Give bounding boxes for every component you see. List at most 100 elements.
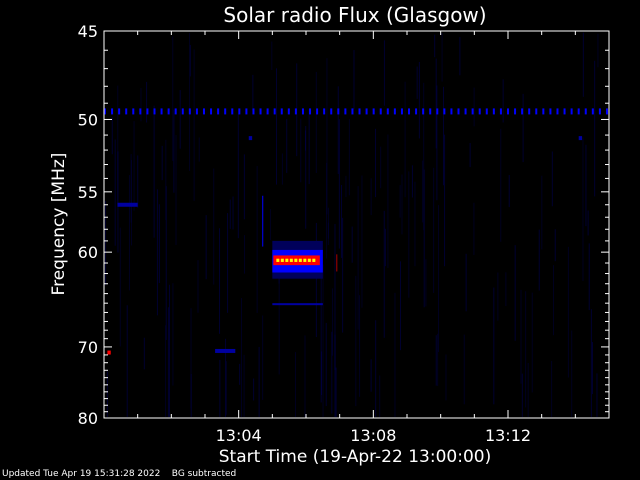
background-streak: [571, 330, 573, 417]
background-streak: [384, 228, 386, 267]
background-streak: [370, 178, 372, 216]
background-streak: [262, 315, 264, 400]
burst-peak: [285, 258, 289, 262]
background-streak: [337, 86, 339, 174]
background-streak: [502, 79, 504, 123]
background-streak: [355, 275, 357, 407]
background-streak: [128, 175, 130, 291]
background-streak: [508, 174, 510, 208]
background-streak: [553, 265, 555, 336]
band-mark: [379, 108, 382, 115]
x-axis: 13:04 13:08 13:12: [137, 31, 576, 445]
band-mark: [287, 108, 290, 115]
background-streak: [327, 222, 329, 246]
burst-peak: [312, 258, 316, 262]
background-streak: [345, 175, 347, 198]
band-mark: [577, 108, 580, 115]
background-streak: [404, 81, 406, 198]
band-mark: [217, 108, 220, 115]
background-streak: [331, 331, 333, 414]
band-mark: [139, 108, 142, 115]
band-mark: [210, 108, 213, 115]
background-streak: [423, 82, 425, 231]
background-streak: [244, 235, 246, 274]
background-streak: [521, 373, 523, 417]
background-streak: [114, 139, 116, 246]
y-tick-label: 50: [78, 110, 98, 129]
background-streak: [205, 215, 207, 280]
band-mark: [337, 108, 340, 115]
background-streak: [459, 37, 461, 76]
band-mark: [294, 108, 297, 115]
band-mark: [323, 108, 326, 115]
background-streak: [465, 253, 467, 312]
background-streak: [416, 66, 418, 99]
heatmap-layer: [104, 32, 608, 417]
band-mark: [542, 108, 545, 115]
background-streak: [326, 58, 328, 215]
band-mark: [528, 108, 531, 115]
background-streak: [525, 291, 527, 408]
background-streak: [463, 334, 465, 405]
background-streak: [197, 260, 199, 313]
background-streak: [335, 367, 337, 417]
band-mark: [570, 108, 573, 115]
background-streak: [225, 338, 227, 417]
band-mark: [153, 108, 156, 115]
band-mark: [436, 108, 439, 115]
band-mark: [506, 108, 509, 115]
band-mark: [365, 108, 368, 115]
background-streak: [582, 137, 584, 281]
band-mark: [344, 108, 347, 115]
band-mark: [358, 108, 361, 115]
band-mark: [273, 108, 276, 115]
background-streak: [258, 346, 260, 417]
background-streak: [227, 213, 229, 313]
background-streak: [130, 154, 132, 223]
background-streak: [172, 36, 174, 161]
background-streak: [353, 50, 355, 110]
band-mark: [605, 108, 608, 115]
background-streak: [275, 68, 277, 185]
background-streak: [351, 226, 353, 263]
background-streak: [434, 34, 436, 58]
background-streak: [198, 137, 200, 162]
background-streak: [379, 375, 381, 417]
background-streak: [594, 60, 596, 197]
background-streak: [315, 71, 317, 173]
band-mark: [330, 108, 333, 115]
updated-timestamp: Updated Tue Apr 19 15:31:28 2022: [2, 469, 161, 479]
background-streak: [237, 114, 239, 239]
background-streak: [414, 181, 416, 267]
background-streak: [435, 58, 437, 149]
background-streak: [305, 125, 307, 229]
plot-frame: [103, 30, 610, 419]
band-mark: [372, 108, 375, 115]
background-streak: [325, 322, 327, 407]
spot-mark: [215, 348, 236, 353]
background-streak: [189, 44, 191, 77]
x-axis-label: Start Time (19-Apr-22 13:00:00): [219, 447, 491, 467]
background-streak: [359, 295, 361, 397]
background-streak: [193, 49, 195, 201]
background-streak: [445, 354, 447, 401]
band-mark: [591, 108, 594, 115]
background-streak: [111, 117, 113, 155]
background-streak: [320, 275, 322, 403]
background-streak: [527, 363, 529, 417]
band-mark: [535, 108, 538, 115]
burst-peak: [303, 258, 307, 262]
background-streak: [271, 41, 273, 71]
background-streak: [213, 168, 215, 285]
x-tick-label: 13:04: [216, 426, 262, 445]
background-streak: [300, 118, 302, 183]
background-streak: [232, 196, 234, 230]
burst-peak: [280, 258, 284, 262]
background-streak: [256, 166, 258, 313]
burst-peak: [294, 258, 298, 262]
band-mark: [316, 108, 319, 115]
background-streak: [567, 246, 569, 378]
background-streak: [219, 228, 221, 334]
background-streak: [444, 134, 446, 267]
